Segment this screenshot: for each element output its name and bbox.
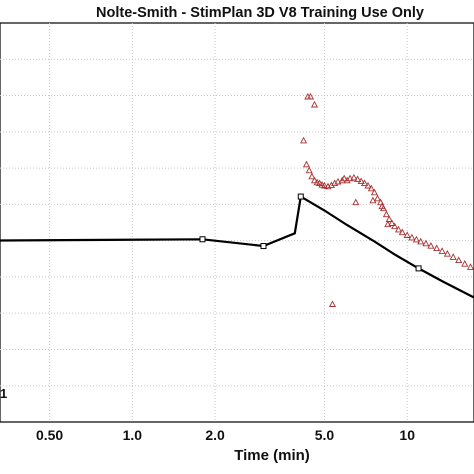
data-point bbox=[443, 250, 451, 257]
data-point bbox=[449, 253, 457, 260]
data-point bbox=[352, 198, 360, 206]
data-point bbox=[367, 184, 375, 192]
data-point bbox=[384, 220, 392, 228]
data-point bbox=[310, 176, 319, 184]
data-point bbox=[320, 181, 329, 189]
data-point bbox=[461, 260, 469, 267]
data-point bbox=[328, 300, 337, 307]
x-tick-label: 0.50 bbox=[36, 427, 63, 443]
data-point bbox=[438, 247, 446, 254]
data-point bbox=[433, 244, 441, 252]
data-point bbox=[408, 233, 416, 241]
chart-title: Nolte-Smith - StimPlan 3D V8 Training Us… bbox=[96, 5, 424, 21]
data-point bbox=[310, 100, 319, 108]
data-point bbox=[361, 179, 369, 187]
data-point bbox=[334, 177, 342, 185]
data-point bbox=[455, 256, 463, 264]
data-point bbox=[340, 174, 348, 182]
data-point bbox=[412, 235, 420, 243]
line-marker bbox=[260, 243, 267, 250]
data-point bbox=[305, 166, 313, 174]
data-point bbox=[377, 198, 385, 206]
data-point bbox=[382, 210, 390, 218]
x-tick-label: 1.0 bbox=[123, 427, 143, 443]
gridlines bbox=[0, 23, 474, 422]
pressure-line bbox=[0, 194, 474, 299]
data-point bbox=[403, 231, 411, 238]
data-point bbox=[300, 136, 308, 144]
data-point bbox=[343, 176, 351, 184]
x-tick-labels: 0.50 1.0 2.0 5.0 10 bbox=[36, 427, 415, 443]
line-marker bbox=[415, 265, 422, 272]
data-point bbox=[398, 228, 406, 236]
data-point bbox=[350, 173, 358, 181]
data-point bbox=[308, 172, 316, 180]
left-edge-label: 1 bbox=[0, 386, 7, 401]
plot-area bbox=[0, 22, 474, 423]
data-point bbox=[364, 181, 372, 189]
data-point bbox=[327, 181, 335, 189]
data-point bbox=[354, 175, 362, 183]
x-axis-label: Time (min) bbox=[234, 447, 310, 464]
data-point bbox=[466, 263, 474, 270]
data-point bbox=[391, 222, 399, 230]
data-point bbox=[427, 242, 435, 249]
data-point bbox=[378, 202, 386, 210]
data-point bbox=[388, 219, 396, 226]
x-tick-label: 2.0 bbox=[205, 427, 225, 443]
data-point bbox=[369, 196, 377, 204]
data-point bbox=[417, 237, 425, 245]
x-tick-label: 5.0 bbox=[315, 427, 335, 443]
data-point bbox=[346, 174, 354, 182]
data-point bbox=[370, 188, 378, 196]
data-point bbox=[357, 177, 365, 185]
data-point bbox=[422, 239, 430, 247]
line-marker bbox=[199, 236, 206, 243]
data-point bbox=[306, 92, 315, 100]
data-point bbox=[338, 176, 346, 184]
data-point bbox=[385, 215, 393, 222]
series-layer bbox=[0, 92, 474, 307]
data-point bbox=[394, 225, 403, 233]
data-point bbox=[302, 160, 311, 168]
line-marker bbox=[297, 193, 304, 200]
x-tick-label: 10 bbox=[399, 427, 415, 443]
data-point bbox=[373, 194, 382, 202]
